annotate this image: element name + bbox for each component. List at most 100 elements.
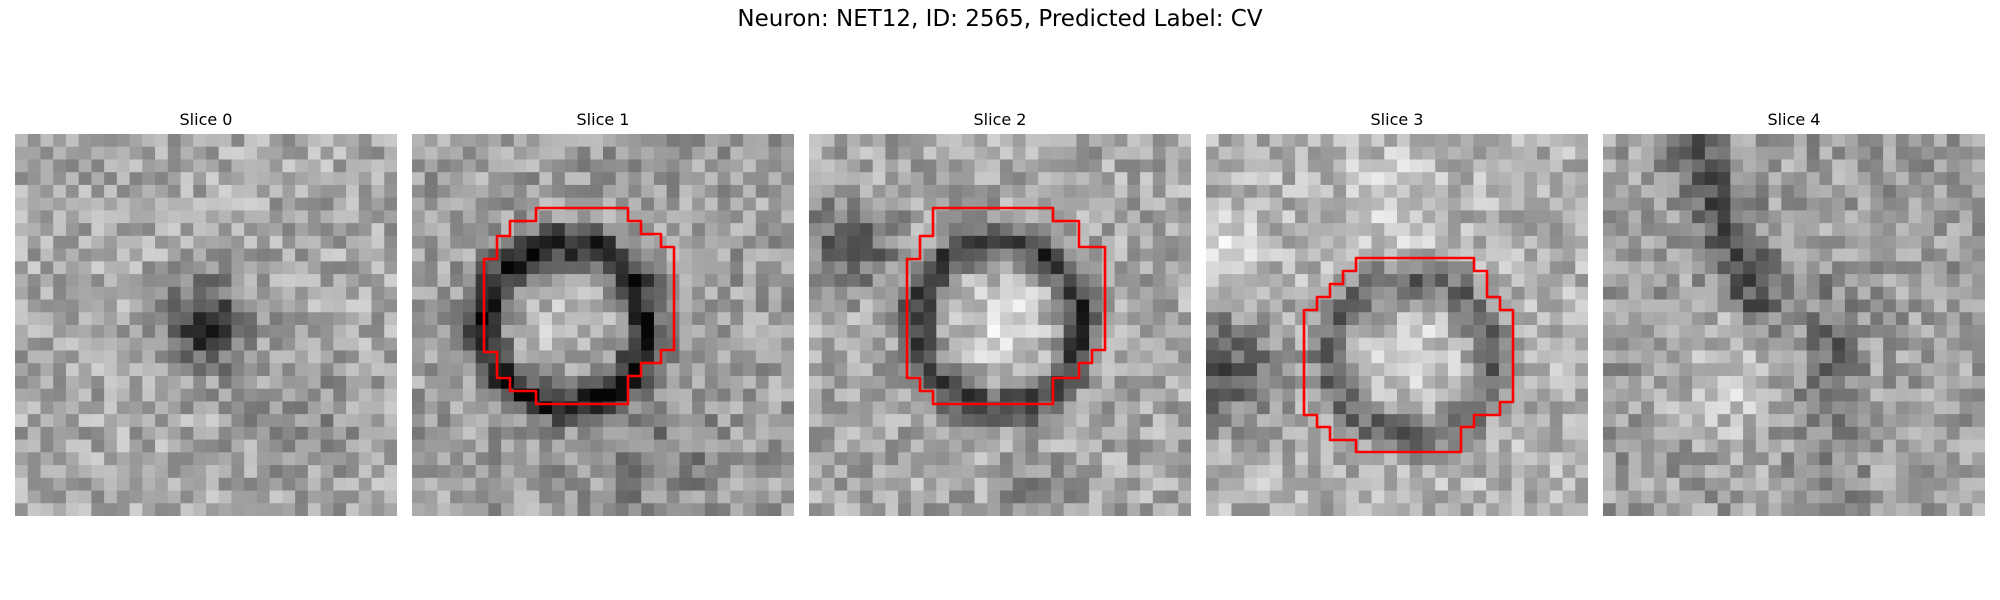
pixel <box>1575 439 1588 453</box>
pixel <box>859 248 874 262</box>
pixel <box>1397 223 1411 237</box>
pixel <box>1794 235 1808 250</box>
pixel <box>974 274 988 288</box>
pixel <box>1717 452 1731 466</box>
pixel <box>1473 375 1487 390</box>
pixel <box>923 274 937 288</box>
pixel <box>40 350 54 364</box>
pixel <box>1666 274 1680 288</box>
pixel <box>1615 490 1630 504</box>
pixel <box>129 184 143 199</box>
pixel <box>40 134 54 148</box>
pixel <box>333 312 347 326</box>
pixel <box>488 337 502 352</box>
pixel <box>193 350 207 364</box>
pixel <box>1346 210 1360 224</box>
pixel <box>564 299 579 313</box>
pixel <box>1575 414 1588 428</box>
pixel <box>129 159 143 173</box>
pixel <box>781 325 794 339</box>
pixel <box>1307 337 1322 352</box>
pixel <box>1679 299 1693 313</box>
pixel <box>1320 401 1334 415</box>
pixel <box>142 465 156 479</box>
pixel <box>1473 134 1487 148</box>
pixel <box>730 261 744 275</box>
pixel <box>1908 465 1922 479</box>
pixel <box>333 503 347 516</box>
pixel <box>1498 210 1513 224</box>
pixel <box>206 375 220 390</box>
pixel <box>730 452 744 466</box>
pixel <box>1358 159 1373 173</box>
pixel <box>1844 375 1859 390</box>
pixel <box>1063 401 1077 415</box>
pixel <box>256 401 271 415</box>
pixel <box>526 439 540 453</box>
pixel <box>1883 337 1897 352</box>
pixel <box>1178 388 1191 402</box>
pixel <box>1666 452 1680 466</box>
pixel <box>462 337 477 352</box>
pixel <box>590 159 604 173</box>
pixel <box>1282 401 1296 415</box>
pixel <box>961 414 976 428</box>
pixel <box>307 286 322 301</box>
pixel <box>1857 325 1871 339</box>
pixel <box>1511 363 1525 377</box>
pixel <box>104 235 118 250</box>
pixel <box>755 350 770 364</box>
pixel <box>231 375 245 390</box>
pixel <box>1844 223 1859 237</box>
pixel <box>987 172 1001 186</box>
pixel <box>1575 299 1588 313</box>
pixel <box>1743 235 1757 250</box>
pixel <box>936 363 950 377</box>
pixel <box>1409 426 1424 441</box>
pixel <box>1346 312 1360 326</box>
pixel <box>358 223 373 237</box>
pixel <box>333 465 347 479</box>
pixel <box>1218 261 1233 275</box>
pixel <box>1755 172 1770 186</box>
pixel <box>1422 235 1436 250</box>
pixel <box>885 401 899 415</box>
pixel <box>1114 490 1128 504</box>
pixel <box>704 388 719 402</box>
pixel <box>1972 159 1985 173</box>
pixel <box>1152 325 1167 339</box>
pixel <box>872 197 886 211</box>
pixel <box>653 465 668 479</box>
pixel <box>859 134 874 148</box>
pixel <box>282 261 296 275</box>
pixel <box>1295 503 1309 516</box>
pixel <box>1946 235 1961 250</box>
pixel <box>1320 223 1334 237</box>
pixel <box>1511 350 1525 364</box>
pixel <box>1152 184 1167 199</box>
pixel <box>1857 261 1871 275</box>
pixel <box>834 210 848 224</box>
pixel <box>1000 210 1014 224</box>
pixel <box>488 286 502 301</box>
pixel <box>1603 439 1617 453</box>
pixel <box>1832 235 1846 250</box>
pixel <box>1231 159 1245 173</box>
pixel <box>898 363 912 377</box>
pixel <box>218 172 233 186</box>
pixel <box>859 375 874 390</box>
pixel <box>1114 223 1128 237</box>
pixel <box>129 375 143 390</box>
pixel <box>1152 248 1167 262</box>
pixel <box>1409 325 1424 339</box>
pixel <box>590 363 604 377</box>
pixel <box>834 248 848 262</box>
pixel <box>1641 261 1655 275</box>
pixel <box>53 134 67 148</box>
pixel <box>821 337 836 352</box>
pixel <box>424 337 439 352</box>
pixel <box>384 312 397 326</box>
pixel <box>320 159 334 173</box>
pixel <box>333 401 347 415</box>
pixel <box>1140 477 1154 492</box>
